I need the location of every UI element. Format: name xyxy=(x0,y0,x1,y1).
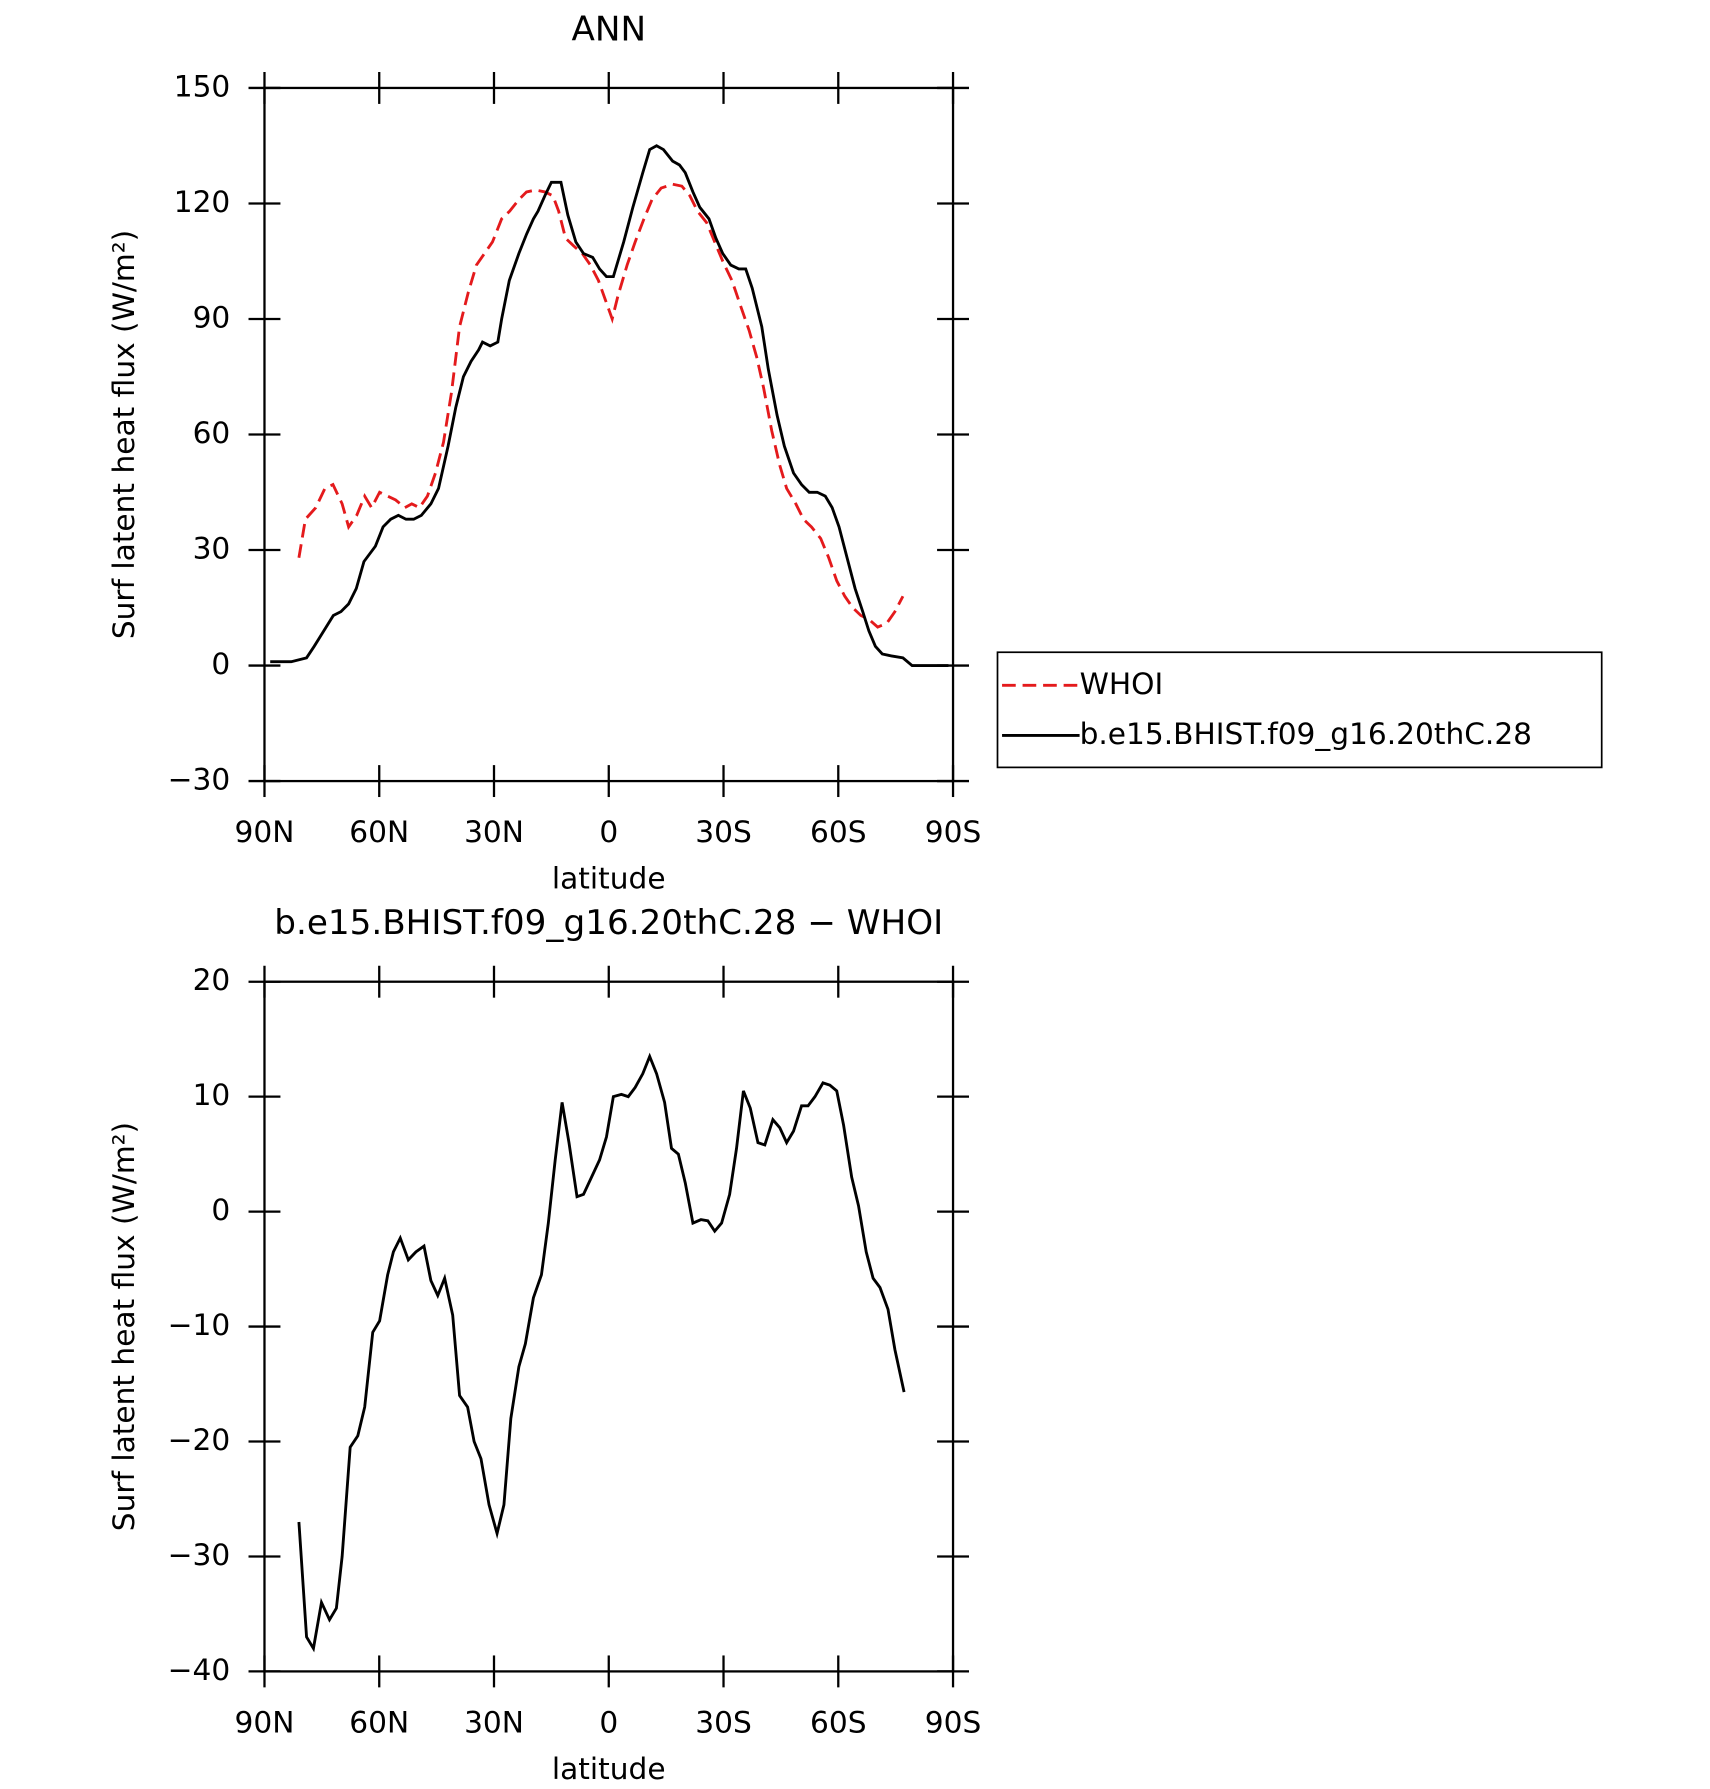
x-tick-label: 60N xyxy=(349,1704,409,1739)
x-tick-label: 60N xyxy=(349,814,409,849)
data-line xyxy=(270,144,949,667)
x-tick-label: 30S xyxy=(695,1704,752,1739)
y-tick-label: 0 xyxy=(211,646,230,681)
x-tick-label: 90S xyxy=(925,1704,982,1739)
y-tick-label: −40 xyxy=(168,1652,231,1687)
x-tick-label: 60S xyxy=(810,1704,867,1739)
y-tick-label: −20 xyxy=(168,1422,231,1457)
chart-title: ANN xyxy=(571,9,646,49)
x-tick-label: 30N xyxy=(464,1704,524,1739)
y-tick-label: 0 xyxy=(211,1192,230,1227)
x-tick-label: 30S xyxy=(695,814,752,849)
x-tick-label: 0 xyxy=(599,1704,618,1739)
legend-box xyxy=(996,651,1603,769)
y-axis-label: Surf latent heat flux (W/m²) xyxy=(106,230,141,639)
x-tick-label: 30N xyxy=(464,814,524,849)
y-tick-label: −30 xyxy=(168,1537,231,1572)
y-tick-label: 30 xyxy=(193,531,231,566)
legend-label: WHOI xyxy=(1080,666,1164,701)
x-tick-label: 60S xyxy=(810,814,867,849)
x-tick-label: 0 xyxy=(599,814,618,849)
legend-label: b.e15.BHIST.f09_g16.20thC.28 xyxy=(1080,716,1532,751)
y-axis-label: Surf latent heat flux (W/m²) xyxy=(106,1122,141,1531)
plot-frame xyxy=(263,980,955,1673)
data-line xyxy=(297,1052,906,1653)
chart-title: b.e15.BHIST.f09_g16.20thC.28 − WHOI xyxy=(274,903,943,943)
y-tick-label: 90 xyxy=(193,299,231,334)
x-axis-label: latitude xyxy=(552,861,666,896)
y-tick-label: −30 xyxy=(168,762,231,797)
y-tick-label: 150 xyxy=(174,68,231,103)
y-tick-label: 10 xyxy=(193,1077,231,1112)
x-tick-label: 90N xyxy=(235,814,295,849)
y-tick-label: −10 xyxy=(168,1307,231,1342)
y-tick-label: 120 xyxy=(174,184,231,219)
y-tick-label: 20 xyxy=(193,962,231,997)
x-tick-label: 90S xyxy=(925,814,982,849)
y-tick-label: 60 xyxy=(193,415,231,450)
x-axis-label: latitude xyxy=(552,1751,666,1786)
data-line xyxy=(297,182,905,629)
x-tick-label: 90N xyxy=(235,1704,295,1739)
plot-frame xyxy=(263,86,955,783)
